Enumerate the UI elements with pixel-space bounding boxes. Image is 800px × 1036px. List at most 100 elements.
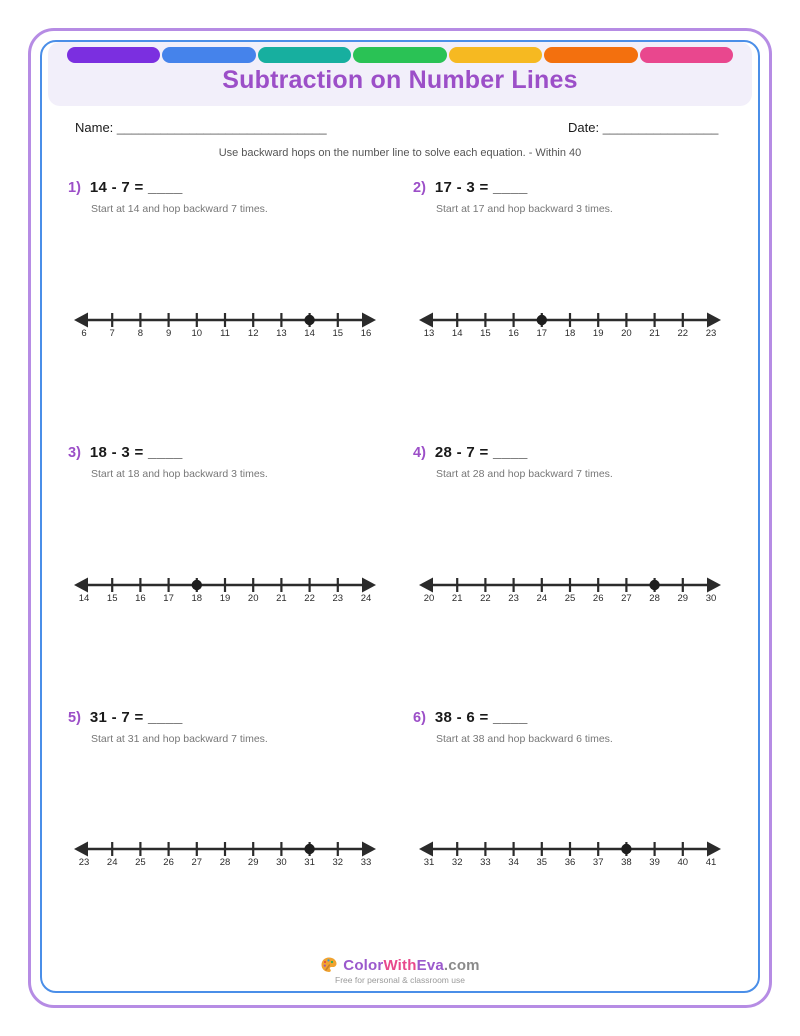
tick-label: 18 <box>565 328 576 339</box>
palette-icon <box>321 957 337 972</box>
tick-label: 19 <box>593 328 604 339</box>
problem-head: 3) 18 - 3 = ____ <box>68 444 268 462</box>
tick-label: 30 <box>706 593 717 604</box>
problem-4: 4) 28 - 7 = ____ Start at 28 and hop backw… <box>413 444 613 480</box>
left-arrowhead <box>74 577 88 593</box>
problem-2: 2) 17 - 3 = ____ Start at 17 and hop backw… <box>413 179 613 215</box>
tick-label: 33 <box>361 857 372 868</box>
tick-label: 23 <box>79 857 90 868</box>
color-bar <box>67 47 733 63</box>
tick-label: 15 <box>333 328 344 339</box>
number-line-6: 31 32 33 34 35 36 37 38 39 40 41 <box>419 841 721 868</box>
left-arrowhead <box>419 841 433 857</box>
page-title: Subtraction on Number Lines <box>222 66 578 94</box>
problem-hint: Start at 28 and hop backward 7 times. <box>436 468 613 480</box>
tick-label: 28 <box>649 593 660 604</box>
start-dot <box>304 314 315 326</box>
brand-part-with: With <box>383 956 417 974</box>
problem-head: 2) 17 - 3 = ____ <box>413 179 613 197</box>
tick-label: 14 <box>304 328 315 339</box>
tick-label: 29 <box>678 593 689 604</box>
tick-label: 13 <box>424 328 435 339</box>
tick-label: 21 <box>649 328 660 339</box>
left-arrowhead <box>74 312 88 328</box>
tick-label: 23 <box>706 328 717 339</box>
tick-label: 41 <box>706 857 717 868</box>
problem-head: 4) 28 - 7 = ____ <box>413 444 613 462</box>
tick-label: 38 <box>621 857 632 868</box>
problem-number: 5) <box>68 710 81 726</box>
tick-label: 21 <box>452 593 463 604</box>
tick-label: 16 <box>508 328 519 339</box>
problem-number: 4) <box>413 445 426 461</box>
name-field: Name: _____________________________ <box>75 120 327 135</box>
tick-label: 26 <box>163 857 174 868</box>
brand-row: ColorWithEva.com <box>0 956 800 974</box>
brand-part-eva: Eva <box>416 956 444 974</box>
tick-label: 35 <box>537 857 548 868</box>
tick-label: 20 <box>621 328 632 339</box>
tick-label: 16 <box>135 593 146 604</box>
problem-equation: 14 - 7 = ____ <box>89 179 183 196</box>
tick-label: 17 <box>537 328 548 339</box>
tick-label: 24 <box>107 857 118 868</box>
tick-label: 9 <box>166 328 171 339</box>
problem-1: 1) 14 - 7 = ____ Start at 14 and hop backw… <box>68 179 268 215</box>
problem-equation: 17 - 3 = ____ <box>434 179 528 196</box>
tick-label: 26 <box>593 593 604 604</box>
problem-hint: Start at 17 and hop backward 3 times. <box>436 203 613 215</box>
footer-tagline: Free for personal & classroom use <box>335 975 465 985</box>
color-bar-segment <box>162 47 256 63</box>
color-bar-segment <box>448 47 543 63</box>
tick-label: 23 <box>508 593 519 604</box>
problem-hint: Start at 18 and hop backward 3 times. <box>91 468 268 480</box>
tick-label: 33 <box>480 857 491 868</box>
number-line-3: 14 15 16 17 18 19 20 21 22 23 24 <box>74 577 376 604</box>
problem-5: 5) 31 - 7 = ____ Start at 31 and hop backw… <box>68 709 268 745</box>
tick-label: 7 <box>110 328 115 339</box>
right-arrowhead <box>707 577 721 593</box>
tick-label: 37 <box>593 857 604 868</box>
tick-label: 15 <box>480 328 491 339</box>
tick-label: 8 <box>138 328 143 339</box>
start-dot <box>621 843 632 855</box>
tick-label: 30 <box>276 857 287 868</box>
problem-equation: 28 - 7 = ____ <box>434 444 528 461</box>
color-bar-segment <box>257 47 352 63</box>
problem-number: 3) <box>68 445 81 461</box>
right-arrowhead <box>707 841 721 857</box>
tick-label: 14 <box>79 593 90 604</box>
number-line-2: 13 14 15 16 17 18 19 20 21 22 23 <box>419 312 721 339</box>
brand-part-color: Color <box>343 956 384 974</box>
header: Subtraction on Number Lines <box>48 42 752 106</box>
left-arrowhead <box>74 841 88 857</box>
tick-label: 22 <box>304 593 315 604</box>
brand-part-domain: .com <box>443 956 480 974</box>
meta-row: Name: _____________________________ Date… <box>0 120 800 140</box>
tick-label: 31 <box>424 857 435 868</box>
right-arrowhead <box>362 577 376 593</box>
name-blank-line: _____________________________ <box>116 120 327 135</box>
date-field: Date: ________________ <box>568 120 718 135</box>
right-arrowhead <box>707 312 721 328</box>
tick-label: 40 <box>678 857 689 868</box>
footer: ColorWithEva.com Free for personal & cla… <box>0 956 800 985</box>
worksheet-instruction: Use backward hops on the number line to … <box>218 147 582 159</box>
problem-hint: Start at 14 and hop backward 7 times. <box>91 203 268 215</box>
right-arrowhead <box>362 841 376 857</box>
tick-label: 6 <box>81 328 86 339</box>
tick-label: 24 <box>361 593 372 604</box>
problem-hint: Start at 38 and hop backward 6 times. <box>436 733 613 745</box>
tick-label: 22 <box>678 328 689 339</box>
color-bar-segment <box>639 47 733 63</box>
left-arrowhead <box>419 577 433 593</box>
tick-label: 11 <box>220 328 230 339</box>
outer-page-border <box>28 28 772 1008</box>
inner-page-border <box>40 40 760 993</box>
problem-equation: 18 - 3 = ____ <box>89 444 183 461</box>
number-line-1: 6 7 8 9 10 11 12 13 14 15 16 <box>74 312 376 339</box>
name-label: Name: <box>75 120 114 135</box>
tick-label: 18 <box>192 593 203 604</box>
left-arrowhead <box>419 312 433 328</box>
number-line-4: 20 21 22 23 24 25 26 27 28 29 30 <box>419 577 721 604</box>
